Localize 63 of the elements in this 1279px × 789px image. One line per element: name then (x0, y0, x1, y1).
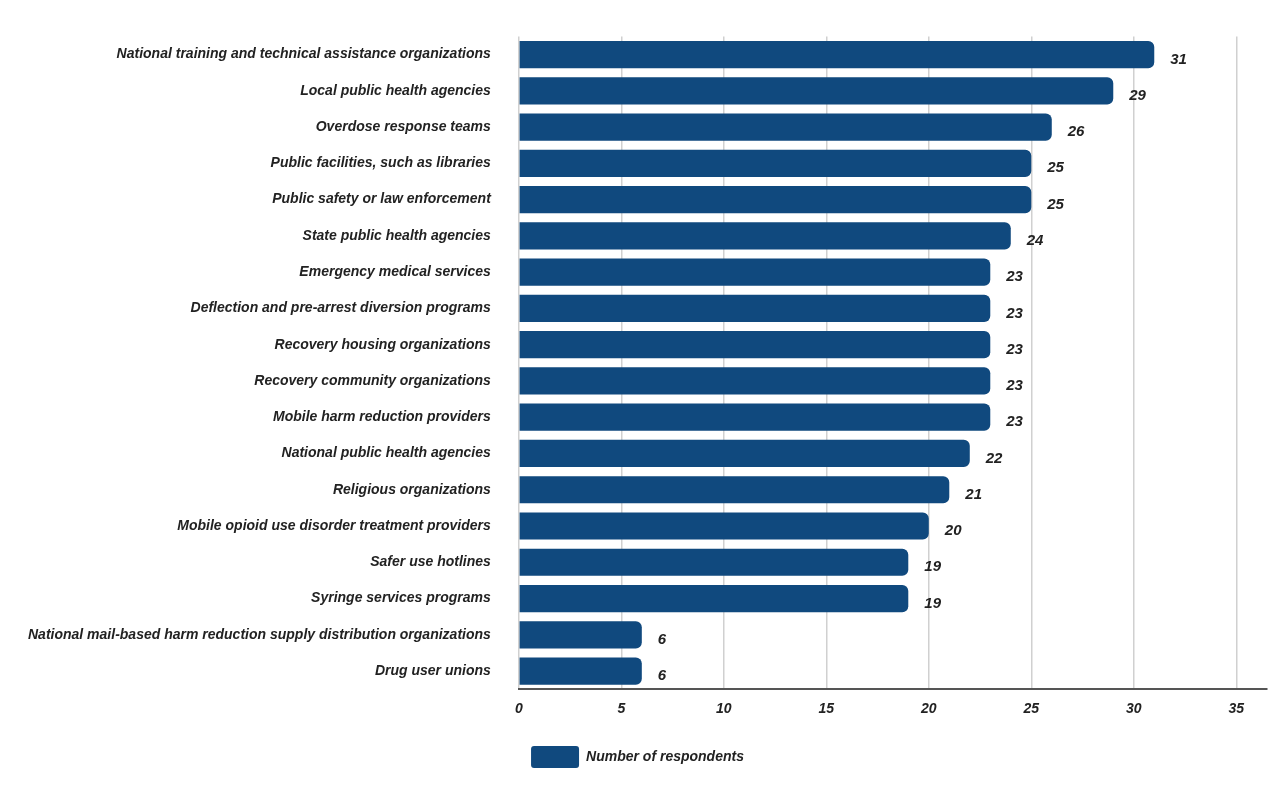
y-tick-label: Religious organizations (332, 480, 492, 497)
data-label: 29 (1128, 85, 1147, 103)
y-tick-label: National public health agencies (281, 444, 492, 461)
data-label: 19 (924, 557, 942, 575)
y-tick-label: National training and technical assistance organizations (116, 45, 492, 62)
bar (519, 294, 991, 322)
x-tick-label: 0 (514, 700, 523, 717)
bar (519, 621, 642, 649)
bar (519, 548, 909, 576)
data-label: 23 (1005, 303, 1024, 321)
y-tick-label: Local public health agencies (300, 81, 492, 98)
data-label: 31 (1170, 49, 1187, 67)
x-tick-label: 20 (920, 700, 937, 717)
y-tick-label: National mail-based harm reduction supply distribution organizations (28, 625, 492, 642)
bar (519, 403, 991, 431)
x-tick-label: 25 (1022, 700, 1040, 717)
data-label: 25 (1046, 158, 1065, 176)
y-tick-label: Public facilities, such as libraries (270, 154, 492, 171)
data-label: 6 (657, 666, 667, 684)
bar (519, 439, 970, 468)
bar (519, 149, 1032, 177)
bar (519, 77, 1114, 105)
bar (519, 584, 909, 613)
y-tick-label: State public health agencies (302, 226, 492, 243)
bar (519, 222, 1011, 250)
data-label: 25 (1046, 194, 1065, 212)
data-label: 23 (1005, 412, 1024, 430)
x-tick-label: 5 (617, 700, 626, 717)
y-tick-label: Recovery housing organizations (274, 335, 492, 352)
bar (519, 367, 991, 395)
data-label: 23 (1005, 267, 1024, 285)
data-label: 22 (984, 448, 1004, 466)
data-label: 23 (1005, 376, 1024, 394)
y-tick-label: Syringe services programs (311, 589, 492, 606)
bar (519, 512, 929, 540)
bar (519, 186, 1032, 214)
y-tick-label: Drug user unions (374, 661, 492, 678)
data-label: 23 (1005, 339, 1024, 357)
y-tick-label: Deflection and pre-arrest diversion programs (190, 299, 492, 316)
data-label: 26 (1066, 122, 1086, 140)
y-tick-label: Safer use hotlines (370, 553, 492, 570)
bar (519, 331, 991, 359)
x-tick-label: 15 (818, 700, 835, 717)
y-tick-label: Mobile opioid use disorder treatment providers (177, 516, 492, 533)
data-label: 21 (964, 484, 982, 502)
bar (519, 476, 950, 504)
data-label: 6 (657, 629, 667, 647)
y-tick-label: Mobile harm reduction providers (273, 408, 492, 425)
data-label: 20 (943, 521, 963, 539)
data-label: 19 (924, 593, 942, 611)
x-tick-label: 10 (716, 700, 732, 717)
bar (519, 657, 642, 685)
x-tick-label: 35 (1228, 700, 1245, 717)
bar (519, 113, 1052, 141)
data-label: 24 (1025, 231, 1045, 249)
bar (519, 40, 1155, 69)
legend-label: Number of respondents (586, 747, 745, 764)
y-tick-label: Public safety or law enforcement (272, 190, 493, 207)
y-tick-label: Recovery community organizations (254, 371, 492, 388)
y-tick-label: Emergency medical services (299, 262, 492, 279)
y-tick-label: Overdose response teams (315, 117, 492, 134)
bar (519, 258, 991, 286)
x-tick-label: 30 (1125, 700, 1142, 717)
